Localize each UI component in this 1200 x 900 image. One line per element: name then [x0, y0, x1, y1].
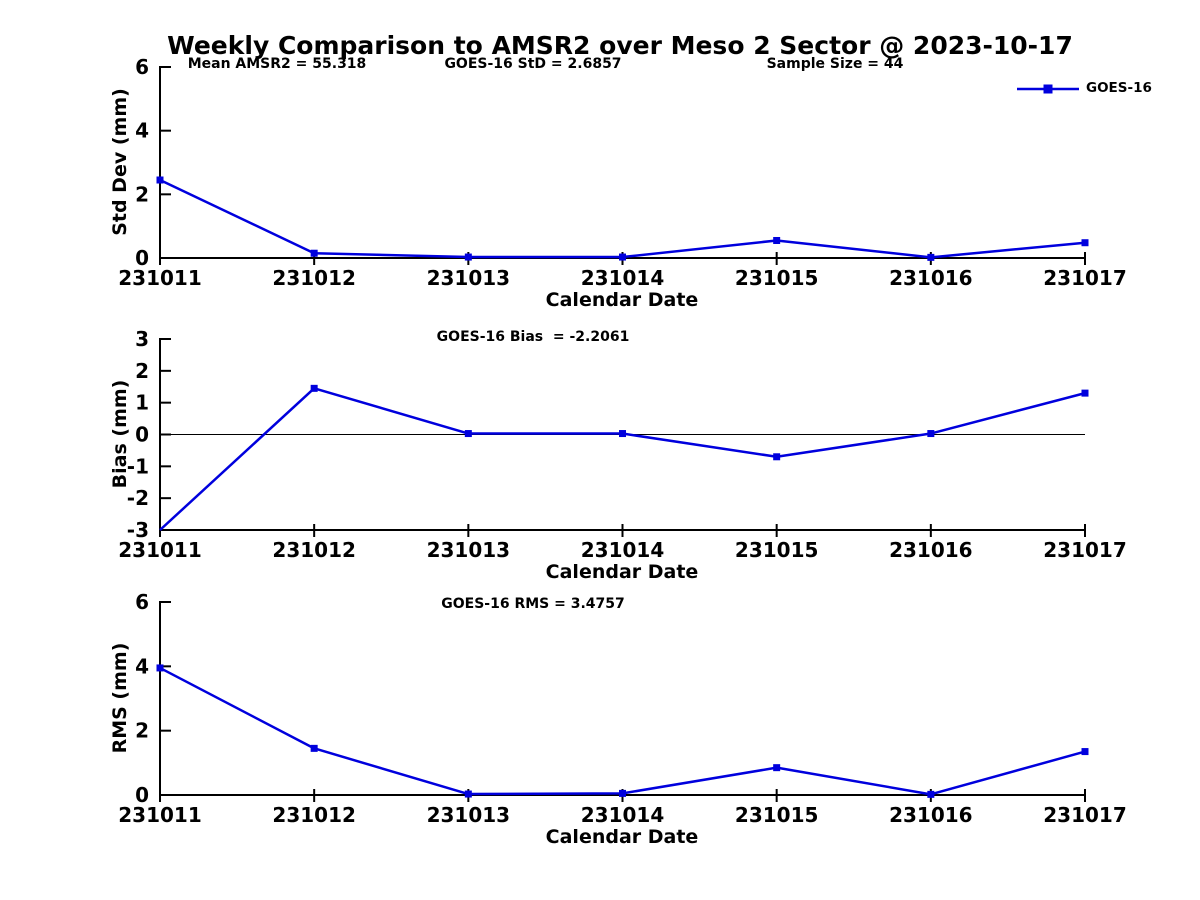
- x-tick-label: 231015: [735, 538, 819, 562]
- y-tick-label: -2: [127, 486, 149, 510]
- data-marker: [1081, 389, 1089, 397]
- y-tick-label: 2: [135, 719, 149, 743]
- x-tick-label: 231011: [118, 538, 202, 562]
- x-tick-label: 231016: [889, 538, 973, 562]
- x-tick-label: 231014: [581, 538, 665, 562]
- y-tick-label: 0: [135, 246, 149, 270]
- y-tick-label: -1: [127, 454, 149, 478]
- y-tick-label: 6: [135, 590, 149, 614]
- data-marker: [927, 430, 935, 438]
- x-tick-label: 231011: [118, 803, 202, 827]
- legend-label: GOES-16: [1086, 80, 1152, 96]
- annotation-goes16-std: GOES-16 StD = 2.6857: [444, 56, 622, 72]
- data-marker: [773, 236, 781, 244]
- legend-line-sample-icon: [1017, 84, 1079, 94]
- y-tick-label: -3: [127, 518, 149, 542]
- x-tick-label: 231012: [272, 803, 356, 827]
- data-marker: [927, 253, 935, 261]
- data-marker: [310, 249, 318, 257]
- data-marker: [156, 176, 164, 184]
- data-line: [159, 387, 1086, 531]
- y-tick-label: 6: [135, 55, 149, 79]
- x-tick-label: 231012: [272, 266, 356, 290]
- data-marker: [1081, 748, 1089, 756]
- y-tick-label: 0: [135, 423, 149, 447]
- data-marker: [927, 790, 935, 798]
- x-tick-label: 231016: [889, 803, 973, 827]
- ylabel-std-dev: Std Dev (mm): [109, 88, 131, 236]
- x-tick-label: 231013: [427, 266, 511, 290]
- axes: [159, 66, 1086, 259]
- axes: [159, 601, 1086, 796]
- legend: GOES-16: [1016, 80, 1186, 98]
- data-marker: [619, 430, 626, 438]
- xlabel-std-dev: Calendar Date: [545, 289, 699, 311]
- y-tick-label: 0: [135, 783, 149, 807]
- x-tick-label: 231011: [118, 266, 202, 290]
- x-tick-label: 231014: [581, 266, 665, 290]
- data-marker: [464, 430, 472, 438]
- annotation-goes16-rms: GOES-16 RMS = 3.4757: [441, 596, 625, 612]
- x-tick-label: 231014: [581, 803, 665, 827]
- y-tick-label: 3: [135, 327, 149, 351]
- xlabel-rms: Calendar Date: [545, 826, 699, 848]
- xlabel-bias: Calendar Date: [545, 561, 699, 583]
- x-tick-label: 231015: [735, 803, 819, 827]
- annotation-goes16-bias: GOES-16 Bias = -2.2061: [436, 329, 630, 345]
- x-tick-label: 231013: [427, 803, 511, 827]
- y-tick-label: 4: [135, 119, 149, 143]
- data-marker: [310, 744, 318, 752]
- y-tick-label: 2: [135, 359, 149, 383]
- data-marker: [310, 384, 318, 392]
- x-tick-label: 231017: [1043, 266, 1127, 290]
- data-marker: [464, 253, 472, 261]
- x-tick-label: 231015: [735, 266, 819, 290]
- data-line: [159, 178, 1086, 259]
- data-marker: [619, 253, 626, 261]
- data-marker: [1081, 239, 1089, 247]
- annotation-mean-amsr2: Mean AMSR2 = 55.318: [187, 56, 367, 72]
- annotation-sample-size: Sample Size = 44: [766, 56, 904, 72]
- x-tick-label: 231012: [272, 538, 356, 562]
- x-tick-label: 231017: [1043, 803, 1127, 827]
- data-marker: [619, 789, 626, 797]
- x-tick-label: 231016: [889, 266, 973, 290]
- y-tick-label: 1: [135, 391, 149, 415]
- ylabel-rms: RMS (mm): [109, 642, 131, 754]
- data-marker: [464, 790, 472, 798]
- data-line: [159, 666, 1086, 796]
- y-tick-label: 2: [135, 182, 149, 206]
- ylabel-bias: Bias (mm): [109, 379, 131, 489]
- data-marker: [773, 453, 781, 461]
- x-tick-label: 231017: [1043, 538, 1127, 562]
- y-tick-label: 4: [135, 654, 149, 678]
- data-marker: [156, 664, 164, 672]
- data-marker: [773, 764, 781, 772]
- x-tick-label: 231013: [427, 538, 511, 562]
- chart-title: Weekly Comparison to AMSR2 over Meso 2 S…: [167, 31, 1073, 60]
